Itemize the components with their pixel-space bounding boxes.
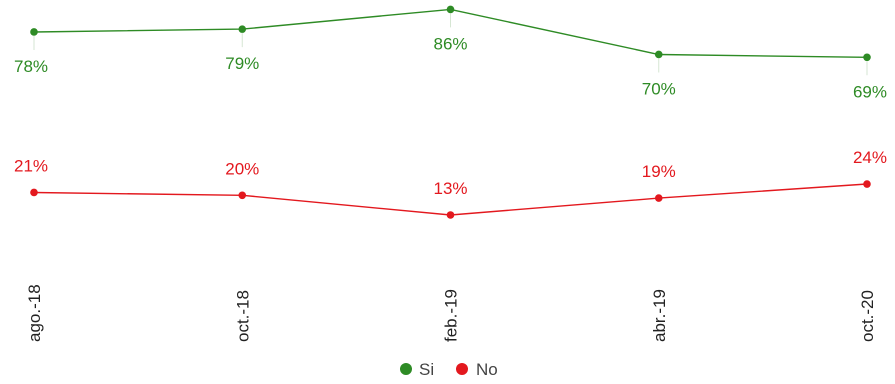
series-layer: 78% 79% 86% 70% 69% 21% 20% 13% 19% 24% (14, 5, 887, 219)
data-point (30, 28, 38, 36)
data-label: 78% (14, 57, 48, 76)
data-label: 86% (433, 34, 467, 53)
x-tick-label: oct.-20 (858, 290, 877, 342)
data-point (863, 53, 871, 62)
legend-marker-no (456, 363, 468, 375)
data-point (654, 50, 663, 59)
data-point (446, 5, 455, 14)
series-no: 21% 20% 13% 19% 24% (14, 148, 887, 219)
legend-label-no: No (476, 360, 498, 379)
data-point (238, 191, 247, 200)
data-label: 13% (433, 179, 467, 198)
data-point (654, 194, 663, 202)
legend: Si No (400, 360, 498, 379)
data-point (30, 188, 38, 197)
data-label: 79% (225, 54, 259, 73)
data-label: 69% (853, 82, 887, 101)
x-tick-label: abr.-19 (650, 289, 669, 342)
data-label: 20% (225, 159, 259, 178)
data-label: 70% (642, 79, 676, 98)
data-point (446, 211, 455, 219)
data-point (238, 25, 247, 33)
series-si: 78% 79% 86% 70% 69% (14, 5, 887, 101)
x-tick-label: feb.-19 (442, 289, 461, 342)
x-axis: ago.-18 oct.-18 feb.-19 abr.-19 oct.-20 (25, 284, 877, 342)
legend-label-si: Si (419, 360, 434, 379)
data-label: 21% (14, 156, 48, 175)
data-point (863, 180, 871, 188)
data-label: 19% (642, 162, 676, 181)
data-label: 24% (853, 148, 887, 167)
x-tick-label: ago.-18 (25, 284, 44, 342)
legend-marker-si (400, 363, 412, 375)
x-tick-label: oct.-18 (233, 290, 252, 342)
